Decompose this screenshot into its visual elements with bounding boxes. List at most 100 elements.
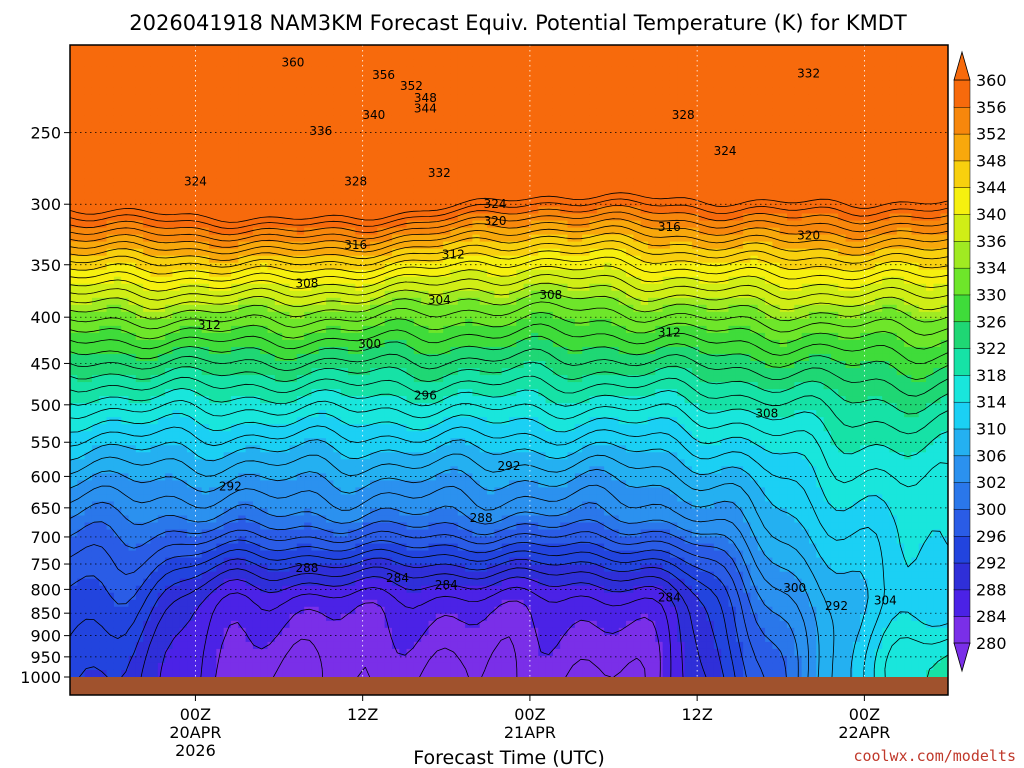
field-cell	[450, 164, 459, 172]
field-cell	[165, 613, 174, 622]
field-cell	[391, 550, 400, 559]
field-cell	[77, 94, 86, 102]
field-cell	[274, 143, 283, 151]
field-cell	[135, 199, 144, 208]
field-cell	[187, 276, 195, 285]
field-cell	[340, 627, 349, 636]
field-cell	[369, 487, 378, 496]
field-cell	[252, 389, 261, 397]
field-cell	[355, 255, 364, 264]
field-cell	[348, 473, 356, 481]
field-cell	[457, 185, 466, 194]
field-cell	[209, 424, 217, 432]
field-cell	[406, 227, 415, 236]
field-cell	[311, 599, 320, 608]
field-cell	[91, 599, 100, 608]
field-cell	[91, 557, 100, 566]
field-cell	[223, 213, 232, 222]
field-cell	[391, 634, 400, 643]
field-cell	[304, 494, 313, 503]
field-cell	[333, 627, 342, 636]
field-cell	[260, 578, 269, 587]
field-cell	[99, 634, 108, 643]
field-cell	[428, 234, 437, 243]
field-cell	[223, 620, 232, 629]
field-cell	[252, 325, 261, 334]
field-cell	[311, 452, 320, 460]
field-cell	[121, 669, 130, 678]
field-cell	[157, 515, 166, 524]
field-cell	[421, 59, 430, 67]
field-cell	[157, 108, 166, 116]
field-cell	[384, 185, 393, 194]
field-cell	[362, 171, 371, 180]
field-cell	[311, 52, 320, 60]
field-cell	[128, 424, 137, 432]
field-cell	[282, 52, 291, 60]
field-cell	[413, 290, 422, 299]
field-cell	[179, 473, 188, 481]
field-cell	[435, 662, 444, 671]
field-cell	[355, 157, 364, 165]
field-cell	[355, 325, 364, 334]
field-cell	[406, 487, 415, 496]
field-cell	[128, 550, 137, 559]
field-cell	[223, 459, 232, 467]
field-cell	[179, 241, 188, 250]
field-cell	[362, 480, 371, 488]
field-cell	[150, 150, 159, 158]
field-cell	[179, 585, 188, 594]
field-cell	[223, 164, 232, 172]
field-cell	[260, 52, 269, 60]
field-cell	[121, 473, 130, 481]
field-cell	[84, 452, 93, 460]
field-cell	[238, 269, 247, 278]
field-cell	[157, 45, 166, 53]
field-cell	[274, 627, 283, 636]
field-cell	[435, 466, 444, 474]
field-cell	[77, 171, 86, 180]
field-cell	[121, 424, 130, 432]
field-cell	[267, 669, 276, 678]
field-cell	[121, 290, 130, 299]
field-cell	[179, 220, 188, 229]
field-cell	[421, 157, 430, 165]
field-cell	[194, 66, 203, 74]
field-cell	[377, 262, 386, 271]
field-cell	[274, 641, 283, 650]
field-cell	[223, 87, 232, 95]
field-cell	[245, 466, 254, 474]
field-cell	[326, 248, 334, 257]
field-cell	[318, 438, 327, 446]
field-cell	[121, 241, 130, 250]
field-cell	[238, 550, 247, 559]
field-cell	[355, 332, 364, 341]
field-cell	[450, 255, 459, 264]
field-cell	[457, 234, 466, 243]
field-cell	[91, 150, 100, 158]
field-cell	[77, 353, 86, 362]
field-cell	[413, 269, 422, 278]
field-cell	[135, 52, 144, 60]
field-cell	[223, 382, 232, 390]
field-cell	[406, 59, 415, 67]
field-cell	[150, 550, 159, 559]
field-cell	[128, 73, 137, 81]
field-cell	[70, 318, 78, 327]
field-cell	[274, 325, 283, 334]
field-cell	[421, 613, 430, 622]
field-cell	[260, 234, 269, 243]
field-cell	[274, 606, 283, 615]
field-cell	[399, 115, 408, 123]
field-cell	[121, 108, 130, 116]
field-cell	[77, 403, 86, 411]
field-cell	[245, 564, 254, 573]
field-cell	[238, 325, 247, 334]
field-cell	[165, 45, 174, 53]
field-cell	[70, 375, 78, 383]
field-cell	[274, 122, 283, 130]
field-cell	[99, 613, 108, 622]
field-cell	[406, 599, 415, 608]
field-cell	[99, 129, 108, 137]
field-cell	[91, 578, 100, 587]
